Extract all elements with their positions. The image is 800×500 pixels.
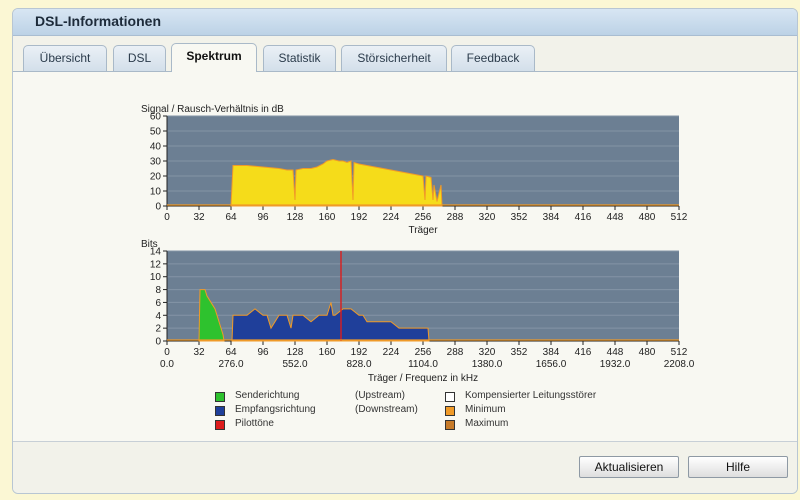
legend-swatch-maximum — [445, 420, 455, 430]
snr-x-tick-label: 160 — [319, 212, 336, 223]
tab-uebersicht[interactable]: Übersicht — [23, 45, 107, 71]
snr-y-tick-label: 0 — [155, 202, 161, 213]
snr-x-tick-label: 256 — [415, 212, 432, 223]
snr-x-tick-label: 384 — [543, 212, 560, 223]
bits-y-tick-label: 10 — [150, 272, 162, 283]
snr-y-tick-label: 10 — [150, 187, 162, 198]
bits-y-tick-label: 6 — [155, 298, 161, 309]
bits-khz-tick-label: 552.0 — [282, 359, 307, 370]
snr-x-tick-label: 32 — [193, 212, 205, 223]
bits-x-tick-label: 448 — [607, 347, 624, 358]
snr-x-tick-label: 416 — [575, 212, 592, 223]
bits-x-tick-label: 416 — [575, 347, 592, 358]
bits-x-tick-label: 288 — [447, 347, 464, 358]
bits-x-tick-label: 480 — [639, 347, 656, 358]
snr-x-tick-label: 192 — [351, 212, 368, 223]
legend-label-maximum: Maximum — [465, 418, 509, 429]
title-bar: DSL-Informationen — [13, 9, 797, 36]
legend-label-upstream: Senderichtung — [235, 390, 300, 401]
bits-x-tick-label: 320 — [479, 347, 496, 358]
bits-khz-tick-label: 1380.0 — [472, 359, 503, 370]
bits-x-tick-label: 384 — [543, 347, 560, 358]
bits-y-tick-label: 2 — [155, 324, 161, 335]
bits-y-tick-label: 14 — [150, 247, 162, 258]
bits-x-tick-label: 128 — [287, 347, 304, 358]
bits-x-tick-label: 192 — [351, 347, 368, 358]
bits-khz-tick-label: 1656.0 — [536, 359, 567, 370]
bits-downstream-area — [231, 302, 430, 342]
legend-label-minimum: Minimum — [465, 404, 506, 415]
spectrum-charts: Signal / Rausch-Verhältnis in dB01020304… — [141, 104, 695, 384]
legend-label-pilot: Pilottöne — [235, 418, 274, 429]
snr-x-tick-label: 0 — [164, 212, 170, 223]
tab-statistik[interactable]: Statistik — [263, 45, 336, 71]
bits-x-tick-label: 512 — [671, 347, 688, 358]
snr-x-tick-label: 224 — [383, 212, 400, 223]
bits-khz-tick-label: 2208.0 — [664, 359, 695, 370]
tab-dsl[interactable]: DSL — [113, 45, 166, 71]
legend-sub-downstream: (Downstream) — [355, 404, 418, 415]
legend-sub-upstream: (Upstream) — [355, 390, 406, 401]
snr-x-tick-label: 448 — [607, 212, 624, 223]
bits-x-axis-label: Träger / Frequenz in kHz — [368, 373, 478, 384]
bits-khz-tick-label: 276.0 — [218, 359, 243, 370]
bits-khz-tick-label: 1932.0 — [600, 359, 631, 370]
bits-y-tick-label: 12 — [150, 259, 162, 270]
snr-x-tick-label: 512 — [671, 212, 688, 223]
legend-swatch-compensated — [445, 392, 455, 402]
snr-chart-title: Signal / Rausch-Verhältnis in dB — [141, 104, 284, 115]
legend-label-compensated: Kompensierter Leitungsstörer — [465, 390, 597, 401]
snr-x-tick-label: 288 — [447, 212, 464, 223]
bits-khz-tick-label: 0.0 — [160, 359, 174, 370]
tab-bar: Übersicht DSL Spektrum Statistik Störsic… — [23, 43, 793, 72]
bits-x-tick-label: 96 — [257, 347, 269, 358]
legend-swatch-minimum — [445, 406, 455, 416]
snr-y-tick-label: 50 — [150, 127, 162, 138]
snr-x-tick-label: 480 — [639, 212, 656, 223]
bits-x-tick-label: 352 — [511, 347, 528, 358]
bits-y-tick-label: 0 — [155, 337, 161, 348]
bits-chart-title: Bits — [141, 239, 158, 250]
dialog-footer: Aktualisieren Hilfe — [13, 441, 797, 493]
bits-y-tick-label: 8 — [155, 285, 161, 296]
snr-x-axis-label: Träger — [408, 225, 438, 236]
bits-x-tick-label: 64 — [225, 347, 237, 358]
snr-x-tick-label: 320 — [479, 212, 496, 223]
snr-x-tick-label: 128 — [287, 212, 304, 223]
window-title: DSL-Informationen — [35, 13, 161, 29]
snr-x-tick-label: 64 — [225, 212, 237, 223]
refresh-button[interactable]: Aktualisieren — [579, 456, 679, 478]
tab-stoersicherheit[interactable]: Störsicherheit — [341, 45, 447, 71]
legend: Senderichtung (Upstream) Empfangsrichtun… — [215, 390, 635, 436]
bits-khz-tick-label: 828.0 — [346, 359, 371, 370]
legend-swatch-pilot — [215, 420, 225, 430]
tab-feedback[interactable]: Feedback — [451, 45, 535, 71]
bits-x-tick-label: 224 — [383, 347, 400, 358]
bits-x-tick-label: 256 — [415, 347, 432, 358]
legend-label-downstream: Empfangsrichtung — [235, 404, 316, 415]
bits-x-tick-label: 32 — [193, 347, 205, 358]
snr-area — [230, 158, 443, 207]
bits-x-tick-label: 0 — [164, 347, 170, 358]
snr-y-tick-label: 30 — [150, 157, 162, 168]
bits-x-tick-label: 160 — [319, 347, 336, 358]
legend-swatch-downstream — [215, 406, 225, 416]
bits-y-tick-label: 4 — [155, 311, 161, 322]
snr-x-tick-label: 352 — [511, 212, 528, 223]
snr-y-tick-label: 60 — [150, 112, 162, 123]
help-button[interactable]: Hilfe — [688, 456, 788, 478]
dialog-window: DSL-Informationen Übersicht DSL Spektrum… — [12, 8, 798, 494]
bits-upstream-area — [198, 289, 225, 342]
snr-y-tick-label: 20 — [150, 172, 162, 183]
snr-x-tick-label: 96 — [257, 212, 269, 223]
snr-y-tick-label: 40 — [150, 142, 162, 153]
spectrum-panel: Signal / Rausch-Verhältnis in dB 0 10 20 30 4… — [13, 71, 797, 442]
bits-khz-tick-label: 1104.0 — [408, 359, 438, 370]
legend-swatch-upstream — [215, 392, 225, 402]
tab-spektrum[interactable]: Spektrum — [171, 43, 257, 72]
